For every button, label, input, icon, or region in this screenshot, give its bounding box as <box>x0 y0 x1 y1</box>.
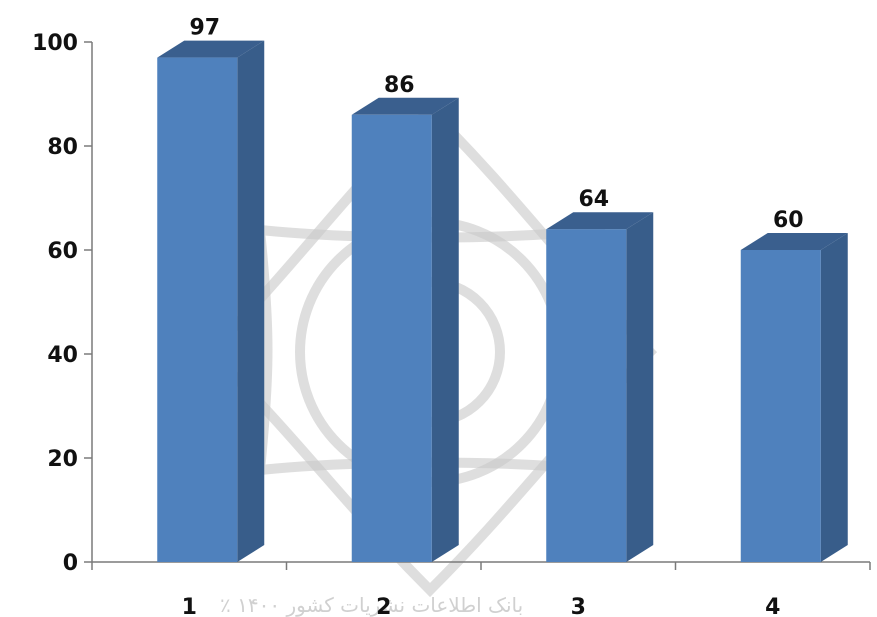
bar-1: 97 <box>157 16 265 563</box>
bars: 97 86 64 60 <box>157 16 848 563</box>
x-tick-label: 4 <box>765 595 780 617</box>
data-label: 86 <box>384 73 415 98</box>
data-label: 97 <box>189 16 220 41</box>
bar-2: 86 <box>351 73 459 563</box>
x-axis-ticks: 1 2 3 4 <box>91 562 871 617</box>
bar-front <box>157 57 238 562</box>
bar-front <box>740 250 821 562</box>
bar-side <box>237 40 265 563</box>
bar-front <box>546 229 627 562</box>
bar-side <box>626 212 654 562</box>
bar-top <box>157 40 265 58</box>
bar-top <box>740 233 848 250</box>
y-tick-label: 80 <box>47 135 78 160</box>
y-tick-label: 60 <box>47 239 78 264</box>
y-tick-label: 100 <box>32 31 78 56</box>
x-tick-label: 3 <box>571 595 586 617</box>
y-tick-label: 0 <box>63 551 78 576</box>
bar-side <box>820 233 848 562</box>
y-axis-ticks: 0 20 40 60 80 100 <box>32 31 92 576</box>
bar-3: 64 <box>546 187 654 562</box>
bar-top <box>546 212 654 230</box>
y-tick-label: 20 <box>47 447 78 472</box>
data-label: 64 <box>578 187 609 212</box>
bar-side <box>431 97 459 563</box>
svg-text:٪ ۱۴۰۰ بانک اطلاعات نشریات کشو: ٪ ۱۴۰۰ بانک اطلاعات نشریات کشور <box>220 593 523 617</box>
x-tick-label: 1 <box>182 595 197 617</box>
y-tick-label: 40 <box>47 343 78 368</box>
bar-top <box>351 97 459 115</box>
bar-4: 60 <box>740 208 848 562</box>
x-tick-label: 2 <box>376 595 391 617</box>
bar-front <box>351 114 432 563</box>
data-label: 60 <box>773 208 804 233</box>
